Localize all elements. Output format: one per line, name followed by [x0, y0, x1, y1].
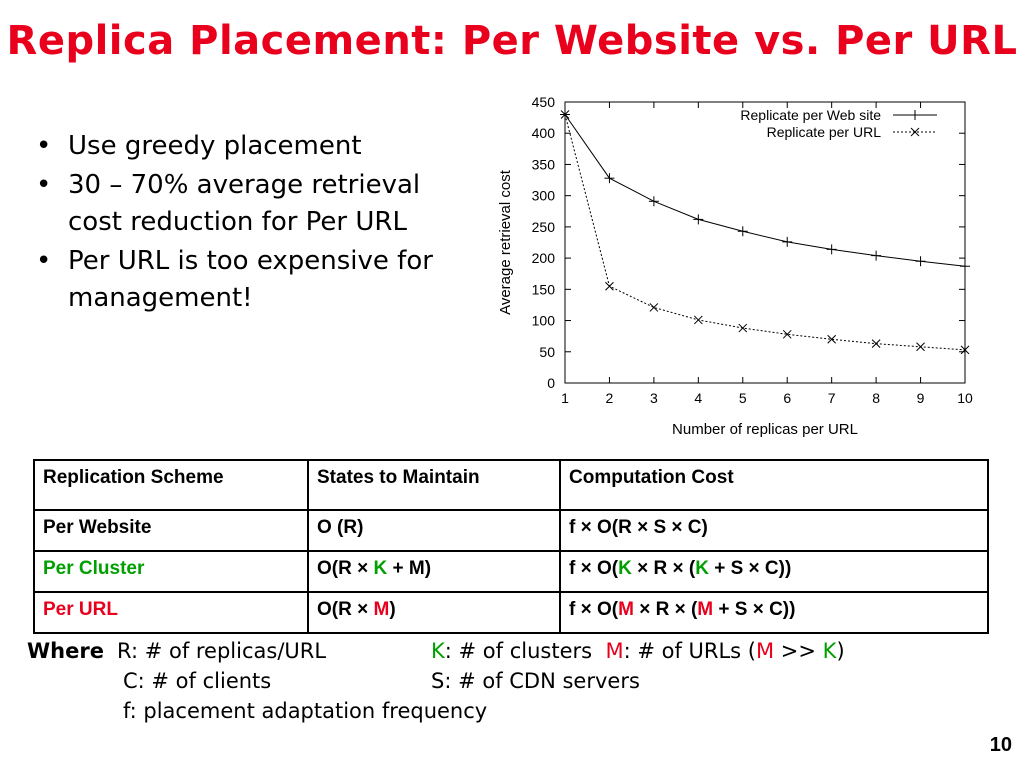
states-segment: O(R × — [317, 599, 374, 620]
replication-scheme-table: Replication Scheme States to Maintain Co… — [33, 459, 989, 634]
bullet-list: Use greedy placement 30 – 70% average re… — [30, 128, 475, 319]
note-c: C: # of clients — [123, 669, 272, 693]
cost-segment: f × O(R × S × C) — [569, 517, 708, 538]
note-r: R: # of replicas/URL — [117, 639, 327, 663]
states-segment: + M) — [387, 558, 432, 579]
legend-label: Replicate per Web site — [740, 107, 881, 123]
x-tick-label: 2 — [606, 390, 614, 406]
data-point — [649, 303, 659, 312]
note-s: S: # of CDN servers — [431, 669, 640, 693]
table-row: Per Cluster O(R × K + M) f × O(K × R × (K … — [33, 550, 989, 593]
gg-symbol: >> — [774, 639, 823, 663]
cell-scheme: Per URL — [33, 591, 309, 634]
cell-scheme: Per Website — [33, 509, 309, 552]
y-axis-label: Average retrieval cost — [497, 169, 514, 315]
data-point — [782, 329, 792, 339]
states-segment: ) — [389, 599, 396, 620]
data-point — [910, 127, 920, 137]
y-tick-label: 0 — [547, 375, 555, 391]
cost-segment: × R × ( — [631, 558, 696, 579]
close-paren: ) — [836, 639, 845, 663]
states-segment: K — [373, 558, 388, 579]
header-computation-cost: Computation Cost — [559, 459, 989, 511]
cost-segment: K — [618, 558, 632, 579]
cell-cost: f × O(M × R × (M + S × C)) — [559, 591, 989, 634]
note-k: K: # of clusters M: # of URLs (M >> K) — [431, 636, 845, 666]
y-tick-label: 250 — [532, 219, 556, 235]
y-tick-label: 150 — [532, 281, 556, 297]
data-point — [738, 323, 748, 333]
table-row: Per Website O (R) f × O(R × S × C) — [33, 509, 989, 552]
m-desc: : # of URLs ( — [623, 639, 756, 663]
retrieval-cost-chart: 0 50 100 150 200 250 300 350 400 450 1 2 3 4 5 6 7 8 9 10 Nu… — [497, 94, 973, 438]
header-states-to-maintain: States to Maintain — [307, 459, 561, 511]
cell-cost: f × O(R × S × C) — [559, 509, 989, 552]
y-tick-label: 450 — [532, 94, 556, 110]
k-symbol: K — [431, 639, 445, 663]
note-f: f: placement adaptation frequency — [123, 699, 488, 723]
m-symbol: M — [605, 639, 624, 663]
slide-title: Replica Placement: Per Website vs. Per U… — [6, 18, 1018, 64]
x-tick-label: 8 — [872, 390, 880, 406]
cell-states: O(R × M) — [307, 591, 561, 634]
table-header-row: Replication Scheme States to Maintain Co… — [33, 459, 989, 511]
x-tick-label: 4 — [694, 390, 702, 406]
x-tick-label: 9 — [917, 390, 925, 406]
cost-segment: × R × ( — [633, 599, 698, 620]
x-tick-label: 7 — [828, 390, 836, 406]
series-line-2 — [564, 114, 966, 351]
plot-frame — [564, 101, 966, 384]
x-tick-label: 6 — [783, 390, 791, 406]
cost-segment: K — [695, 558, 709, 579]
data-point — [871, 339, 881, 349]
states-segment: O (R) — [317, 517, 364, 538]
table-row: Per URL O(R × M) f × O(M × R × (M + S × C)… — [33, 591, 989, 634]
states-segment: M — [373, 599, 390, 620]
y-tick-label: 350 — [532, 156, 556, 172]
x-tick-label: 3 — [650, 390, 658, 406]
data-point — [605, 281, 614, 291]
cost-segment: + S × C)) — [713, 599, 796, 620]
slide-number: 10 — [989, 734, 1012, 756]
x-tick-label: 10 — [957, 390, 973, 406]
cost-segment: + S × C)) — [708, 558, 792, 579]
cell-scheme: Per Cluster — [33, 550, 309, 593]
bullet-item: 30 – 70% average retrieval cost reductio… — [30, 167, 475, 241]
legend-label: Replicate per URL — [767, 124, 882, 140]
header-replication-scheme: Replication Scheme — [33, 459, 309, 511]
y-tick-label: 300 — [532, 188, 556, 204]
data-point — [960, 345, 970, 355]
cell-states: O (R) — [307, 509, 561, 552]
y-tick-label: 100 — [532, 313, 556, 329]
k-symbol: K — [822, 639, 837, 663]
x-axis-label: Number of replicas per URL — [672, 421, 858, 438]
bullet-item: Use greedy placement — [30, 128, 475, 165]
data-point — [827, 334, 837, 344]
data-point — [693, 315, 703, 325]
x-tick-label: 5 — [739, 390, 747, 406]
x-tick-label: 1 — [561, 390, 569, 406]
data-point — [560, 110, 570, 119]
y-tick-label: 200 — [532, 250, 556, 266]
m-symbol: M — [756, 639, 775, 663]
where-label: Where — [27, 639, 104, 663]
y-tick-label: 400 — [532, 125, 556, 141]
cell-states: O(R × K + M) — [307, 550, 561, 593]
cost-segment: f × O( — [569, 599, 619, 620]
k-desc: : # of clusters — [444, 639, 593, 663]
data-point — [916, 342, 925, 352]
bullet-item: Per URL is too expensive for management! — [30, 243, 475, 317]
cost-segment: f × O( — [569, 558, 619, 579]
series-line-1 — [564, 114, 966, 267]
cell-cost: f × O(K × R × (K + S × C)) — [559, 550, 989, 593]
y-tick-label: 50 — [539, 344, 555, 360]
legend-notes: Where R: # of replicas/URL K: # of clust… — [27, 636, 1017, 726]
cost-segment: M — [697, 599, 714, 620]
states-segment: O(R × — [317, 558, 374, 579]
cost-segment: M — [618, 599, 634, 620]
